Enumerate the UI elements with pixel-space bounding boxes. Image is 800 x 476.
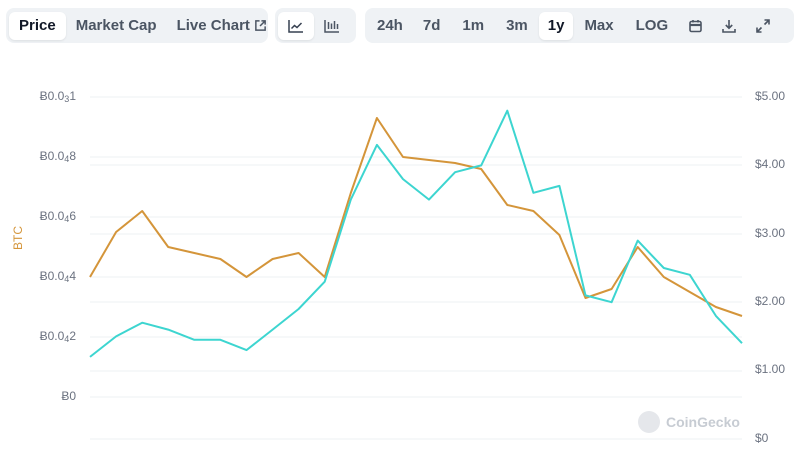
tab-live-chart-label: Live Chart [176,17,250,34]
log-scale-toggle[interactable]: LOG [625,12,680,40]
tab-price-label: Price [19,17,56,34]
left-tick: Ƀ0.048 [39,149,76,164]
chart-type-toggle [275,8,356,43]
expand-icon [756,18,770,33]
candlestick-chart-icon [324,19,340,33]
log-scale-label: LOG [635,17,669,34]
right-tick: $2.00 [755,294,786,308]
range-24h[interactable]: 24h [368,12,412,40]
right-tick: $0 [755,431,769,445]
range-24h-label: 24h [377,17,403,34]
watermark-text: CoinGecko [666,414,740,430]
fullscreen-button[interactable] [746,12,780,40]
range-1m-label: 1m [462,17,485,34]
coingecko-watermark: CoinGecko [638,411,740,433]
left-tick: Ƀ0.042 [39,329,76,344]
candlestick-chart-button[interactable] [314,12,350,40]
download-button[interactable] [712,12,746,40]
right-tick: $3.00 [755,226,786,240]
usd-price-line [89,109,743,358]
btc-price-line [89,117,743,317]
line-chart-button[interactable] [278,11,314,40]
left-tick: Ƀ0 [61,389,76,403]
right-tick: $1.00 [755,362,786,376]
range-max-label: Max [584,17,614,34]
left-tick: Ƀ0.046 [39,209,76,224]
range-7d[interactable]: 7d [412,12,452,40]
left-tick: Ƀ0.031 [39,89,76,104]
range-max[interactable]: Max [573,12,624,40]
external-link-icon [254,19,267,32]
tab-live-chart[interactable]: Live Chart [167,12,277,40]
range-1y[interactable]: 1y [538,11,574,40]
tab-price[interactable]: Price [9,11,66,40]
right-tick: $5.00 [755,89,786,103]
right-tick: $4.00 [755,157,786,171]
calendar-icon [689,19,702,33]
range-toolbar: 24h 7d 1m 3m 1y Max LOG [365,8,794,43]
date-range-button[interactable] [679,12,712,40]
range-7d-label: 7d [422,17,441,34]
download-icon [722,19,736,33]
tab-market-cap-label: Market Cap [75,17,157,34]
line-chart-icon [288,19,304,33]
tab-market-cap[interactable]: Market Cap [66,12,167,40]
range-1y-label: 1y [547,17,565,34]
gridlines [90,96,742,440]
coingecko-logo-icon [638,411,660,433]
data-type-tabs: Price Market Cap Live Chart [6,8,268,43]
left-tick: Ƀ0.044 [39,269,76,284]
range-3m[interactable]: 3m [495,12,539,40]
range-3m-label: 3m [506,17,528,34]
range-1m[interactable]: 1m [451,12,495,40]
